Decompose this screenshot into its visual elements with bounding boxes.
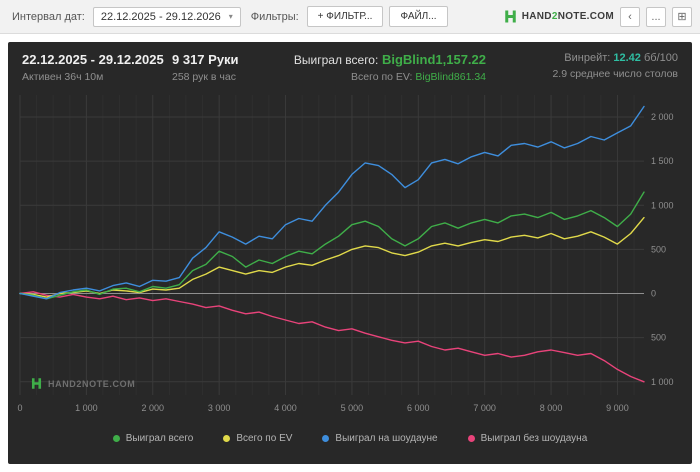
ev-total-value: BigBlind861.34 (415, 71, 486, 83)
legend-label: Выиграл всего (125, 432, 194, 444)
y-axis-label: 1 500 (651, 156, 674, 166)
stats-winnings-block: Выиграл всего: BigBlind1,157.22 Всего по… (286, 52, 486, 83)
legend-item-ev-total[interactable]: Всего по EV (223, 433, 292, 444)
stats-date-block: 22.12.2025 - 29.12.2025 Активен 36ч 10м (22, 52, 172, 83)
y-axis-label: 1 000 (651, 200, 674, 210)
x-axis-label: 8 000 (540, 403, 563, 413)
y-axis-label: 500 (651, 244, 666, 254)
x-axis-label: 1 000 (75, 403, 98, 413)
stats-date-range: 22.12.2025 - 29.12.2025 (22, 52, 164, 67)
legend-item-won-showdown[interactable]: Выиграл на шоудауне (322, 432, 438, 444)
stats-winrate-block: Винрейт: 12.42 бб/100 2.9 среднее число … (552, 52, 678, 80)
stats-header: 22.12.2025 - 29.12.2025 Активен 36ч 10м … (8, 42, 692, 87)
stats-hands-count: 9 317 Руки (172, 52, 239, 67)
stats-active-time: Активен 36ч 10м (22, 71, 104, 83)
legend-label: Всего по EV (236, 432, 293, 444)
avg-tables: 2.9 среднее число столов (552, 68, 678, 80)
x-axis-label: 0 (17, 403, 22, 413)
file-button[interactable]: ФАЙЛ... (389, 6, 448, 27)
y-axis-label: 1 000 (651, 377, 674, 387)
y-axis-label: 0 (651, 289, 656, 299)
toolbar-right-group: HAND2NOTE.COM ‹ ... ⊞ (503, 6, 692, 27)
filters-label: Фильтры: (250, 10, 299, 23)
x-axis-label: 7 000 (473, 403, 496, 413)
x-axis-label: 9 000 (606, 403, 629, 413)
hand2note-logo-text: HAND2NOTE.COM (521, 11, 614, 22)
y-axis-label: 500 (651, 333, 666, 343)
stats-hands-per-hour: 258 рук в час (172, 71, 236, 83)
date-range-value: 22.12.2025 - 29.12.2026 (100, 10, 221, 23)
hand2note-logo-icon (30, 377, 43, 390)
legend-dot-icon (322, 434, 330, 442)
add-filter-button[interactable]: + ФИЛЬТР... (306, 6, 384, 27)
y-axis-label: 2 000 (651, 112, 674, 122)
legend-item-won-nonshowdown[interactable]: Выиграл без шоудауна (467, 432, 588, 444)
legend-label: Выиграл без шоудауна (480, 432, 588, 444)
series-line-won-showdown (19, 105, 645, 300)
x-axis-label: 6 000 (407, 403, 430, 413)
x-axis-label: 5 000 (341, 403, 364, 413)
winrate-value: 12.42 (613, 52, 641, 64)
chart-watermark: HAND2NOTE.COM (30, 377, 135, 390)
winrate-unit: бб/100 (643, 52, 678, 64)
chart-legend: Выиграл всего Всего по EV Выиграл на шоуда… (8, 425, 692, 451)
won-total-value: BigBlind1,157.22 (381, 52, 486, 67)
legend-dot-icon (223, 434, 231, 442)
series-line-won-total (19, 191, 645, 300)
legend-item-won-total[interactable]: Выиграл всего (112, 432, 194, 444)
x-axis-label: 3 000 (208, 403, 231, 413)
chevron-down-icon: ▾ (228, 12, 233, 21)
series-line-ev-total (19, 216, 645, 298)
legend-dot-icon (467, 434, 475, 442)
legend-label: Выиграл на шоудауне (335, 432, 438, 444)
winnings-chart: 2 000 1 500 1 000 500 0 500 1 000 0 1 000 2 000 3 … (12, 89, 688, 425)
x-axis-label: 4 000 (274, 403, 297, 413)
menu-button[interactable]: ⊞ (672, 6, 692, 27)
hand2note-logo: HAND2NOTE.COM (503, 9, 614, 24)
watermark-text: HAND2NOTE.COM (48, 378, 136, 389)
collapse-button[interactable]: ‹ (620, 6, 640, 27)
x-axis-label: 2 000 (142, 403, 165, 413)
winrate-label: Винрейт: (564, 52, 611, 64)
more-options-button[interactable]: ... (646, 6, 666, 27)
interval-date-label: Интервал дат: (12, 10, 85, 23)
won-total-label: Выиграл всего: (293, 53, 379, 67)
hand2note-logo-icon (503, 9, 518, 24)
date-range-input[interactable]: 22.12.2025 - 29.12.2026 ▾ (92, 6, 241, 27)
series-line-won-nonshowdown (19, 291, 645, 383)
stats-hands-block: 9 317 Руки 258 рук в час (172, 52, 282, 83)
report-panel: 22.12.2025 - 29.12.2025 Активен 36ч 10м … (8, 42, 692, 464)
top-toolbar: Интервал дат: 22.12.2025 - 29.12.2026 ▾ … (0, 0, 700, 34)
winnings-graph-svg: 2 000 1 500 1 000 500 0 500 1 000 0 1 000 2 000 3 … (17, 95, 674, 413)
ev-total-label: Всего по EV: (351, 71, 413, 83)
legend-dot-icon (112, 434, 120, 442)
